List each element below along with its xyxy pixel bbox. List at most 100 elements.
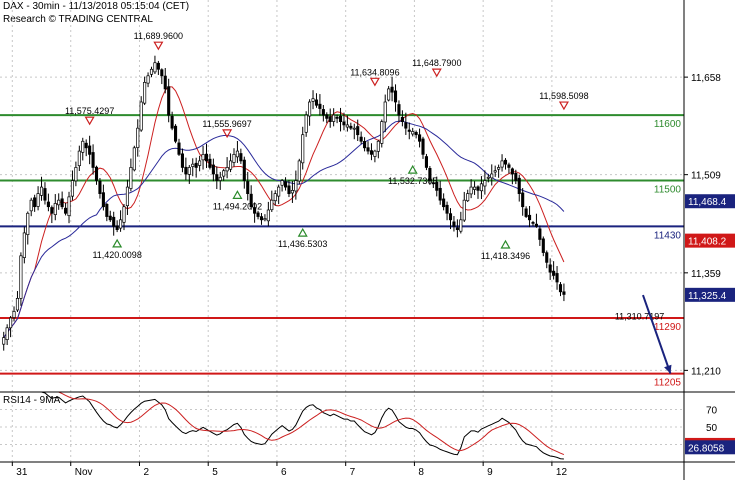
candle-body (301, 134, 305, 164)
candle-body (352, 127, 356, 130)
swing-high-marker (431, 68, 442, 78)
candle-body (94, 166, 99, 181)
candle-body (222, 170, 226, 177)
candle-body (136, 127, 140, 148)
rsi-tick-label: 70 (706, 406, 718, 417)
candle-body (160, 69, 164, 77)
candle-body (438, 187, 442, 201)
candle-body (163, 75, 167, 90)
candle-body (531, 222, 535, 224)
candle-body (558, 284, 563, 293)
forecast-arrow-head (664, 364, 672, 374)
candle-body (462, 199, 466, 221)
candle-body (74, 167, 78, 182)
candle-body (277, 186, 281, 197)
level-label-11430: 11430 (654, 230, 682, 241)
rsi-tick-label: 50 (706, 423, 718, 434)
candle-body (253, 207, 257, 214)
price-tick-label: 11,658 (691, 73, 721, 84)
candle-body (497, 167, 501, 170)
candle-body (383, 101, 387, 123)
swing-high-marker (222, 129, 233, 139)
candle-body (43, 188, 47, 201)
candle-body (9, 317, 13, 329)
candle-body (545, 252, 549, 263)
candle-body (500, 160, 504, 168)
candle-body (562, 291, 566, 295)
date-label: 6 (281, 467, 287, 478)
y-axis-labels: 11,658 11,509 11,359 11,210 11,468.4 11,408.2… (685, 73, 735, 455)
rsi-badge: 26.8058 (688, 443, 725, 454)
candle-body (507, 164, 511, 168)
candle-body (555, 273, 559, 283)
candle-body (108, 215, 112, 221)
grid-lines (0, 0, 684, 462)
candle-body (290, 190, 294, 194)
candle-body (342, 121, 346, 126)
swing-low-marker (297, 227, 308, 237)
candle-body (514, 173, 518, 181)
price-annotation: 11,436.5303 (278, 239, 327, 249)
rsi-ma-line (3, 391, 565, 456)
candle-body (218, 176, 222, 181)
candle-body (466, 193, 470, 202)
candle-body (428, 167, 432, 181)
candle-body (304, 114, 308, 133)
candle-body (156, 62, 160, 70)
candle-body (229, 160, 233, 170)
candle-body (448, 213, 453, 221)
candle-body (81, 140, 85, 153)
candle-body (105, 203, 109, 217)
candle-body (473, 186, 477, 190)
candle-body (91, 152, 95, 168)
candle-body (455, 227, 459, 230)
candle-body (407, 129, 411, 132)
candle-body (552, 270, 556, 276)
price-annotations: 11,689.9600 11,575.4297 11,555.9697 11,634.… (65, 31, 664, 321)
candle-body (373, 150, 377, 157)
price-annotation: 11,689.9600 (134, 31, 183, 41)
candle-body (270, 199, 274, 211)
candle-body (115, 225, 119, 230)
candle-body (170, 115, 174, 129)
candle-body (418, 134, 422, 142)
swing-high-marker (558, 101, 569, 111)
candle-body (246, 181, 250, 194)
date-label: 2 (143, 467, 149, 478)
candle-body (225, 167, 229, 172)
price-badge: 11,408.2 (688, 237, 727, 248)
candle-body (411, 131, 415, 135)
candle-body (328, 116, 332, 122)
swing-high-marker (84, 116, 95, 126)
candle-body (187, 167, 191, 175)
candle-body (2, 337, 6, 345)
candle-body (122, 206, 126, 223)
candle-body (318, 103, 322, 109)
candle-body (211, 164, 215, 175)
date-label: 31 (16, 467, 28, 478)
candle-body (263, 218, 267, 221)
candle-body (294, 180, 298, 192)
price-badge: 11,468.4 (688, 197, 727, 208)
candle-body (445, 204, 449, 214)
price-tick-label: 11,210 (691, 366, 721, 377)
candle-body (119, 219, 123, 229)
candle-body (490, 173, 494, 179)
candle-body (64, 207, 68, 214)
rsi-title: RSI14 - 9MA (3, 395, 61, 406)
candle-body (400, 117, 404, 122)
date-label: 5 (212, 467, 218, 478)
candle-body (57, 199, 61, 206)
candle-body (356, 126, 360, 136)
level-label-11500: 11500 (654, 185, 682, 196)
chart-title: DAX - 30min - 11/13/2018 05:15:04 (CET) (3, 1, 190, 12)
swing-low-marker (112, 238, 123, 248)
candle-body (459, 219, 463, 232)
swing-markers (84, 41, 569, 249)
candle-body (26, 212, 30, 235)
date-label: 7 (350, 467, 356, 478)
swing-low-marker (232, 190, 243, 199)
candle-body (380, 121, 384, 144)
candle-body (12, 311, 16, 318)
